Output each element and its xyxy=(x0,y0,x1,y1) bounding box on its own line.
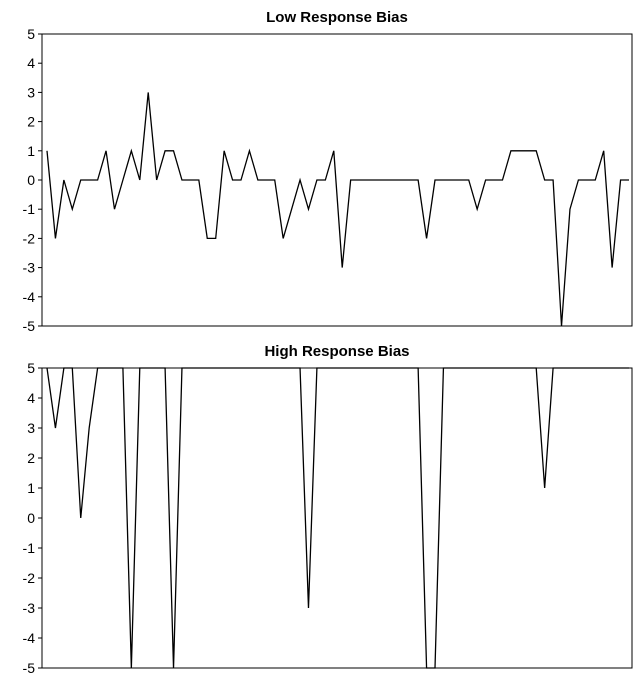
low-response-bias-y-tick-label: -2 xyxy=(23,230,36,246)
low-response-bias-y-tick-label: -4 xyxy=(23,289,36,305)
low-response-bias-y-tick-label: 3 xyxy=(27,84,35,100)
low-response-bias-y-tick-label: 2 xyxy=(27,114,35,130)
high-response-bias-title: High Response Bias xyxy=(264,343,409,360)
high-response-bias-y-tick-label: 4 xyxy=(27,390,35,406)
low-response-bias-title: Low Response Bias xyxy=(266,9,408,26)
high-response-bias-y-tick-label: -5 xyxy=(23,660,36,674)
high-response-bias-y-tick-label: 5 xyxy=(27,360,35,376)
low-response-bias-series-line xyxy=(46,92,629,327)
low-response-bias-y-tick-label: 1 xyxy=(27,143,35,159)
low-response-bias-y-tick-label: 4 xyxy=(27,55,35,71)
high-response-bias-y-tick-label: 3 xyxy=(27,420,35,436)
low-response-bias-y-tick-label: 0 xyxy=(27,172,35,188)
high-response-bias-y-tick-label: -4 xyxy=(23,630,36,646)
high-response-bias-y-tick-label: 1 xyxy=(27,480,35,496)
low-response-bias-y-tick-label: -5 xyxy=(23,318,36,334)
high-response-bias-y-tick-label: -1 xyxy=(23,540,36,556)
high-response-bias-y-tick-label: 0 xyxy=(27,510,35,526)
high-response-bias-y-tick-label: 2 xyxy=(27,450,35,466)
high-response-bias-chart: High Response Bias 5 4 3 2 1 0 -1 -2 -3 -4 -5 xyxy=(23,343,633,674)
high-response-bias-series-line xyxy=(46,367,629,669)
low-response-bias-y-tick-label: -3 xyxy=(23,260,36,276)
high-response-bias-y-tick-label: -3 xyxy=(23,600,36,616)
low-response-bias-plot-area xyxy=(41,33,633,327)
low-response-bias-y-tick-label: 5 xyxy=(27,26,35,42)
high-response-bias-y-tick-label: -2 xyxy=(23,570,36,586)
low-response-bias-y-tick-label: -1 xyxy=(23,201,36,217)
low-response-bias-chart: Low Response Bias 5 4 3 2 1 0 -1 -2 -3 -4 -5 xyxy=(23,9,633,334)
